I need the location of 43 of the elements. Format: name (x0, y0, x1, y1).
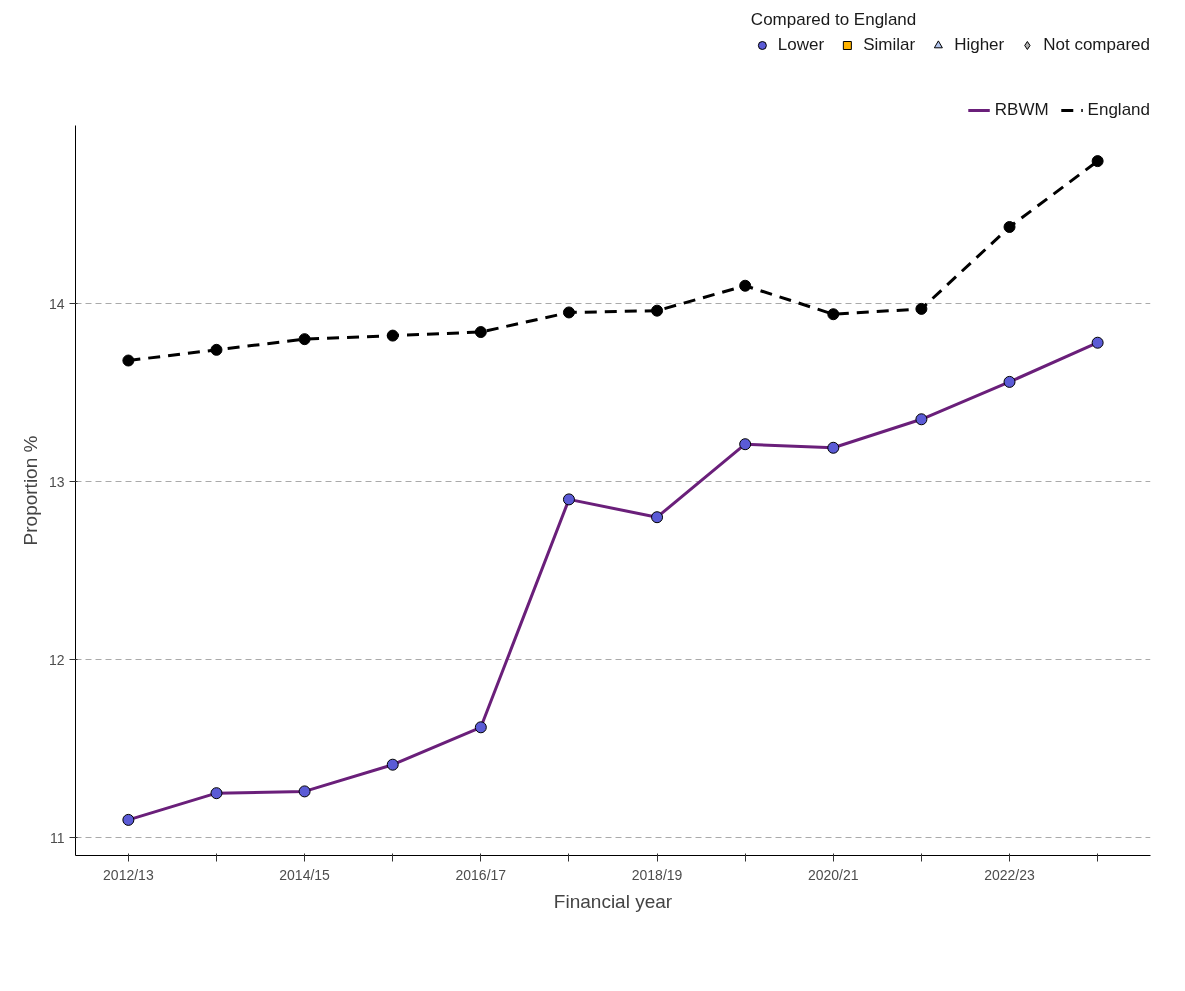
x-tick-label: 2012/13 (103, 866, 154, 883)
point (122, 354, 135, 367)
y-tick-label: 12 (48, 651, 65, 668)
point (739, 438, 752, 451)
point (122, 813, 135, 826)
point (1003, 221, 1016, 233)
point (915, 302, 928, 315)
point (1091, 336, 1104, 349)
legend-label: Lower (777, 35, 825, 55)
point (827, 308, 840, 321)
x-axis-title: Financial year (553, 890, 673, 912)
point (210, 343, 223, 356)
point (386, 758, 399, 771)
legend-label: Not compared (1043, 35, 1150, 55)
legend-label: Higher (954, 35, 1005, 55)
x-tick-label: 2016/17 (455, 866, 507, 883)
point (474, 326, 487, 339)
point (298, 333, 311, 346)
point (915, 413, 928, 426)
x-tick-label: 2014/15 (279, 866, 331, 883)
point (1091, 155, 1104, 168)
point (651, 304, 664, 317)
point (386, 329, 399, 342)
point (474, 721, 487, 734)
point (210, 787, 223, 800)
y-tick-label: 14 (48, 295, 65, 312)
point (562, 306, 575, 319)
x-tick-label: 2018/19 (631, 866, 683, 883)
legend-label: England (1087, 100, 1150, 120)
point (562, 493, 575, 506)
point (1003, 375, 1016, 388)
y-axis-title: Proportion % (19, 435, 41, 546)
point (739, 279, 752, 292)
point (827, 441, 840, 454)
y-tick-label: 13 (48, 473, 65, 490)
point (298, 785, 311, 798)
y-tick-label: 11 (49, 829, 65, 846)
x-tick-label: 2022/23 (984, 866, 1036, 883)
legend-label: RBWM (994, 100, 1049, 120)
point (651, 511, 664, 524)
legend-title: Compared to England (750, 10, 918, 30)
legend-label: Similar (863, 35, 916, 55)
x-tick-label: 2020/21 (807, 866, 859, 883)
